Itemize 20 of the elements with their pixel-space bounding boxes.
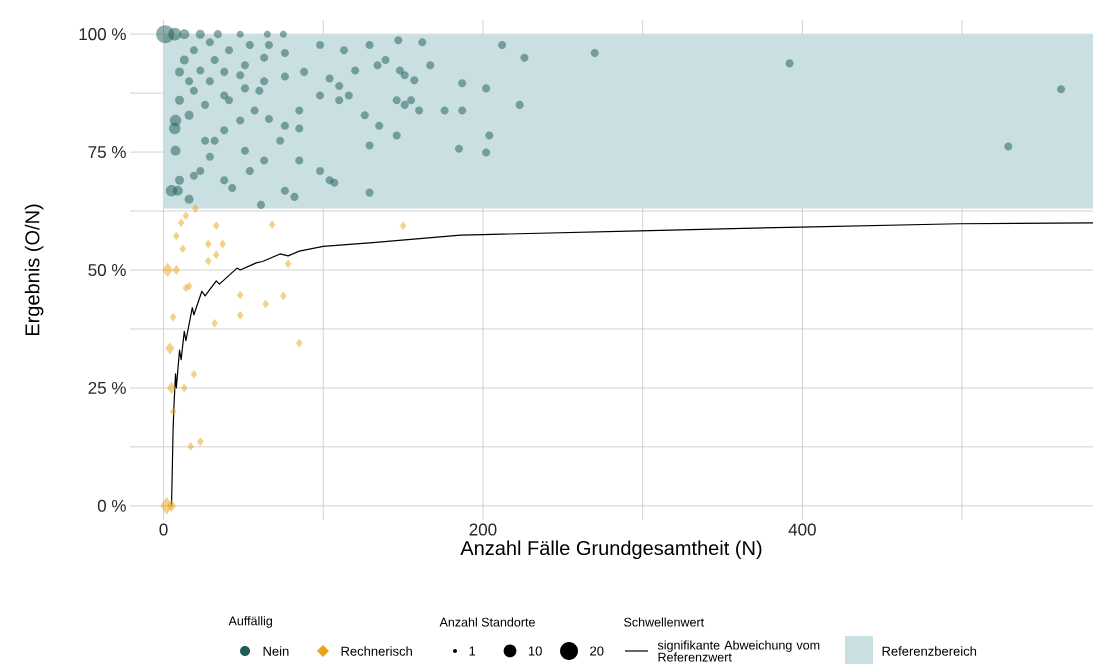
legend-label: 1 (469, 646, 476, 656)
text: Schwellenwert (624, 617, 705, 627)
x-axis-title: Anzahl Fälle Grundgesamtheit (N) (460, 540, 762, 560)
legend-label: Rechnerisch (341, 646, 412, 656)
x-tick-label: 400 (788, 523, 816, 536)
legend-label: 10 (528, 646, 542, 656)
y-tick-label: 50 % (88, 263, 126, 277)
legend-label: signifikante Abweichung vom Referenzwert (657, 640, 820, 662)
legend-label: Nein (263, 646, 289, 656)
legend-label: Referenzbereich (882, 646, 977, 656)
x-tick-label: 200 (469, 523, 497, 536)
text: Anzahl Standorte (439, 617, 535, 627)
legend-label: 20 (590, 646, 604, 656)
y-tick-label: 100 % (79, 28, 126, 41)
y-axis-title: Ergebnis (O/N) (24, 204, 44, 336)
y-tick-label: 0 % (97, 499, 126, 512)
legend-title: Auffällig (228, 616, 272, 628)
y-tick-label: 25 % (88, 381, 126, 394)
x-tick-label: 0 (159, 523, 168, 536)
y-tick-label: 75 % (88, 146, 126, 159)
